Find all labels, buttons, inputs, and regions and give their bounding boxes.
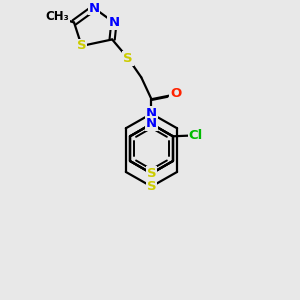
Text: N: N (146, 117, 157, 130)
Text: N: N (88, 2, 100, 14)
Text: Cl: Cl (189, 129, 203, 142)
Text: S: S (147, 180, 156, 193)
Text: CH₃: CH₃ (45, 11, 69, 23)
Text: N: N (108, 16, 119, 29)
Text: S: S (123, 52, 133, 65)
Text: S: S (147, 167, 156, 180)
Text: N: N (146, 107, 157, 120)
Text: S: S (77, 39, 86, 52)
Text: O: O (170, 87, 181, 100)
